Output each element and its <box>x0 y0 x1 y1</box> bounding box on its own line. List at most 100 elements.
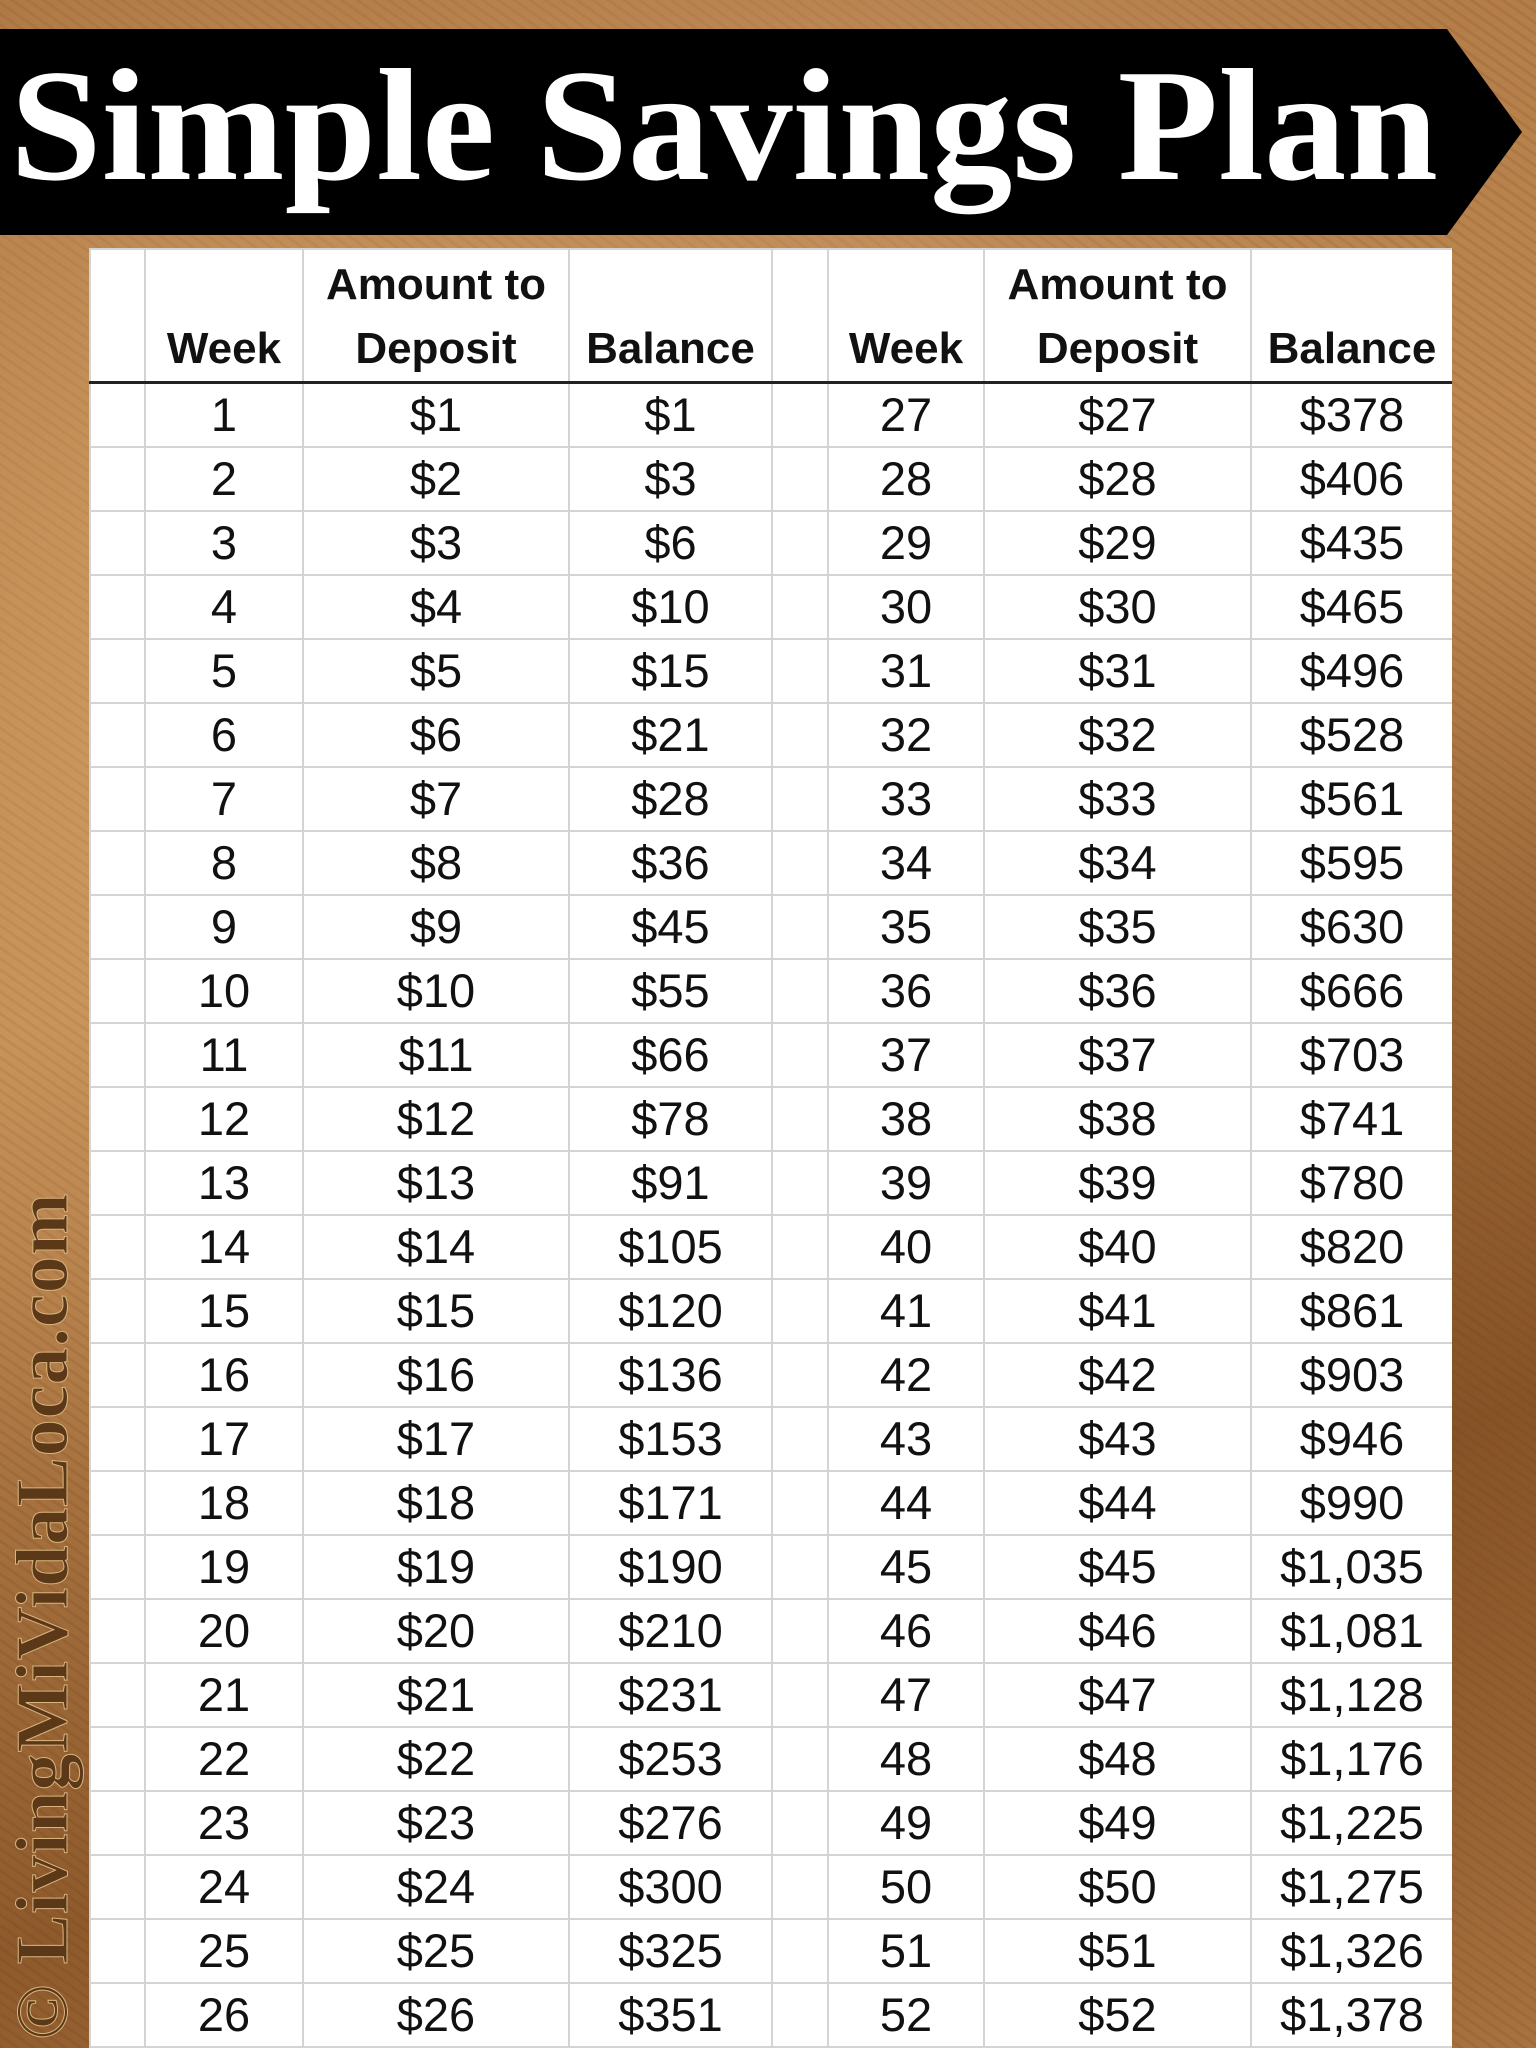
balance-cell: $1,081 <box>1250 1598 1452 1664</box>
deposit-cell: $8 <box>302 830 570 896</box>
table-row: 13 $13 $91 39 $39 $780 <box>89 1150 1452 1216</box>
table-body: 1 $1 $1 27 $27 $378 2 $2 $3 28 $28 $406 3 $3 $6 29 $29 $4… <box>89 381 1452 2048</box>
balance-cell: $861 <box>1250 1278 1452 1344</box>
balance-cell: $741 <box>1250 1086 1452 1152</box>
spacer-cell <box>771 958 829 1024</box>
balance-cell: $21 <box>568 702 773 768</box>
deposit-cell: $34 <box>983 830 1252 896</box>
balance-cell: $253 <box>568 1726 773 1792</box>
spacer-cell <box>89 1278 146 1344</box>
deposit-cell: $29 <box>983 510 1252 576</box>
deposit-cell: $33 <box>983 766 1252 832</box>
week-cell: 49 <box>827 1790 985 1856</box>
week-cell: 21 <box>144 1662 304 1728</box>
balance-cell: $666 <box>1250 958 1452 1024</box>
balance-cell: $1,275 <box>1250 1854 1452 1920</box>
week-cell: 2 <box>144 446 304 512</box>
deposit-cell: $35 <box>983 894 1252 960</box>
spacer-cell <box>771 766 829 832</box>
deposit-cell: $16 <box>302 1342 570 1408</box>
spacer-cell <box>771 1214 829 1280</box>
week-cell: 8 <box>144 830 304 896</box>
week-cell: 11 <box>144 1022 304 1088</box>
week-cell: 40 <box>827 1214 985 1280</box>
week-cell: 13 <box>144 1150 304 1216</box>
week-cell: 7 <box>144 766 304 832</box>
spacer-cell <box>771 1534 829 1600</box>
spacer-cell <box>771 1854 829 1920</box>
week-cell: 6 <box>144 702 304 768</box>
week-cell: 30 <box>827 574 985 640</box>
balance-cell: $136 <box>568 1342 773 1408</box>
table-row: 21 $21 $231 47 $47 $1,128 <box>89 1662 1452 1728</box>
spacer-cell <box>771 1342 829 1408</box>
deposit-cell: $1 <box>302 381 570 448</box>
spacer-cell <box>771 1918 829 1984</box>
table-row: 11 $11 $66 37 $37 $703 <box>89 1022 1452 1088</box>
spacer-cell <box>771 446 829 512</box>
deposit-cell: $6 <box>302 702 570 768</box>
deposit-cell: $7 <box>302 766 570 832</box>
balance-cell: $10 <box>568 574 773 640</box>
deposit-cell: $17 <box>302 1406 570 1472</box>
table-row: 2 $2 $3 28 $28 $406 <box>89 446 1452 512</box>
balance-cell: $300 <box>568 1854 773 1920</box>
spacer-cell <box>771 1406 829 1472</box>
spacer-cell <box>771 248 829 384</box>
spacer-cell <box>771 830 829 896</box>
header-amount-line1: Amount to <box>326 260 546 309</box>
balance-cell: $153 <box>568 1406 773 1472</box>
spacer-cell <box>771 894 829 960</box>
balance-cell: $36 <box>568 830 773 896</box>
deposit-cell: $26 <box>302 1982 570 2048</box>
spacer-cell <box>89 1214 146 1280</box>
balance-cell: $990 <box>1250 1470 1452 1536</box>
balance-cell: $120 <box>568 1278 773 1344</box>
savings-table: Week Amount to Deposit Balance Week Amoun… <box>89 248 1452 2048</box>
balance-cell: $561 <box>1250 766 1452 832</box>
spacer-cell <box>771 574 829 640</box>
week-cell: 51 <box>827 1918 985 1984</box>
balance-cell: $15 <box>568 638 773 704</box>
balance-cell: $190 <box>568 1534 773 1600</box>
table-row: 4 $4 $10 30 $30 $465 <box>89 574 1452 640</box>
spacer-cell <box>89 381 146 448</box>
deposit-cell: $38 <box>983 1086 1252 1152</box>
deposit-cell: $42 <box>983 1342 1252 1408</box>
table-row: 9 $9 $45 35 $35 $630 <box>89 894 1452 960</box>
spacer-cell <box>89 1022 146 1088</box>
spacer-cell <box>89 1662 146 1728</box>
week-cell: 27 <box>827 381 985 448</box>
week-cell: 36 <box>827 958 985 1024</box>
balance-cell: $105 <box>568 1214 773 1280</box>
page-title: Simple Savings Plan <box>10 36 1438 215</box>
spacer-cell <box>89 638 146 704</box>
table-row: 23 $23 $276 49 $49 $1,225 <box>89 1790 1452 1856</box>
balance-cell: $231 <box>568 1662 773 1728</box>
spacer-cell <box>771 1598 829 1664</box>
balance-cell: $55 <box>568 958 773 1024</box>
banner-arrow-shape <box>0 29 1522 235</box>
table-row: 10 $10 $55 36 $36 $666 <box>89 958 1452 1024</box>
spacer-cell <box>771 1726 829 1792</box>
balance-cell: $1,128 <box>1250 1662 1452 1728</box>
spacer-cell <box>89 702 146 768</box>
week-cell: 41 <box>827 1278 985 1344</box>
spacer-cell <box>89 510 146 576</box>
deposit-cell: $21 <box>302 1662 570 1728</box>
week-cell: 37 <box>827 1022 985 1088</box>
spacer-cell <box>89 1854 146 1920</box>
week-cell: 24 <box>144 1854 304 1920</box>
table-row: 19 $19 $190 45 $45 $1,035 <box>89 1534 1452 1600</box>
deposit-cell: $4 <box>302 574 570 640</box>
balance-cell: $78 <box>568 1086 773 1152</box>
deposit-cell: $44 <box>983 1470 1252 1536</box>
deposit-cell: $27 <box>983 381 1252 448</box>
spacer-cell <box>89 446 146 512</box>
balance-cell: $1,326 <box>1250 1918 1452 1984</box>
balance-cell: $465 <box>1250 574 1452 640</box>
balance-cell: $595 <box>1250 830 1452 896</box>
spacer-cell <box>771 1022 829 1088</box>
spacer-cell <box>89 1342 146 1408</box>
table-row: 14 $14 $105 40 $40 $820 <box>89 1214 1452 1280</box>
